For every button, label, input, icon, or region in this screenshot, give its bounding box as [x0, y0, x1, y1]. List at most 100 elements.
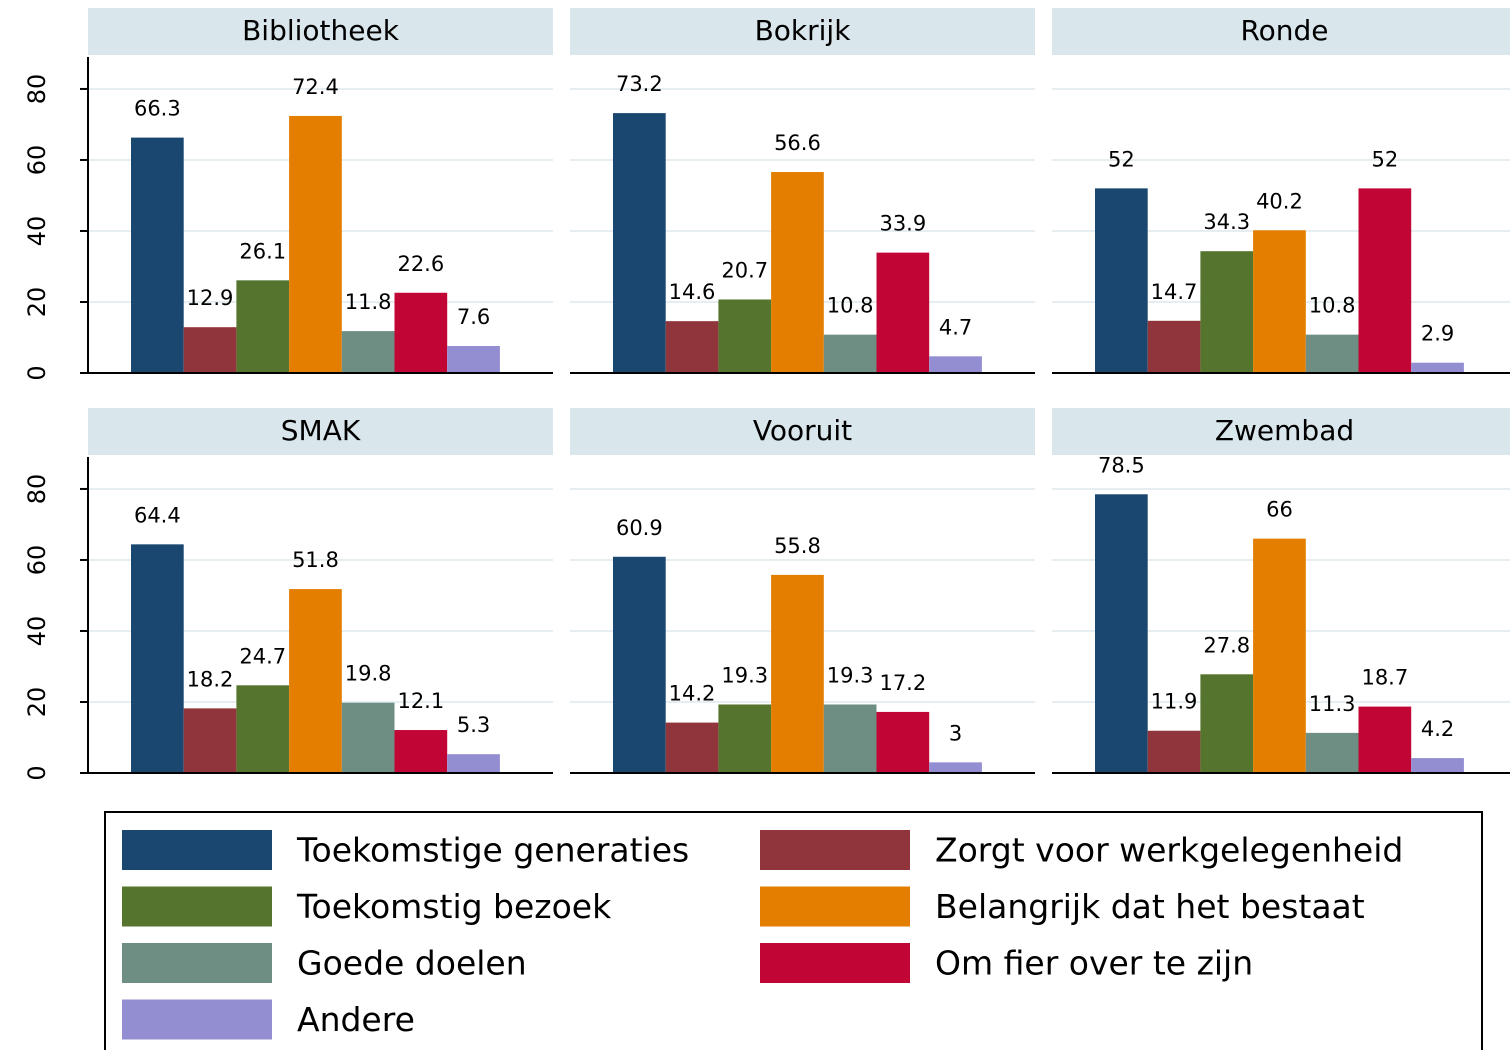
bar	[183, 708, 237, 773]
value-label: 14.7	[1151, 280, 1198, 304]
panel-title: Vooruit	[753, 414, 852, 447]
value-label: 20.7	[721, 259, 768, 283]
y-tick-label: 20	[23, 287, 51, 318]
legend-label: Toekomstige generaties	[296, 831, 689, 870]
bar	[1358, 188, 1412, 373]
value-label: 12.1	[397, 689, 444, 713]
value-label: 19.3	[827, 663, 874, 687]
value-label: 60.9	[616, 516, 663, 540]
value-label: 55.8	[774, 534, 821, 558]
y-tick-label: 80	[23, 474, 51, 505]
bar	[131, 544, 184, 773]
bar	[1200, 251, 1254, 373]
value-label: 7.6	[457, 305, 490, 329]
legend-label: Om fier over te zijn	[935, 944, 1253, 983]
value-label: 64.4	[134, 503, 181, 527]
panel-title: Bibliotheek	[242, 14, 400, 47]
value-label: 40.2	[1256, 189, 1303, 213]
bar	[929, 762, 982, 773]
panel-title: Zwembad	[1215, 414, 1354, 447]
bar	[718, 704, 772, 773]
bar	[823, 704, 877, 773]
bar	[823, 334, 877, 373]
legend-label: Goede doelen	[297, 944, 527, 983]
panel-strip	[570, 408, 1035, 455]
bar	[394, 730, 448, 773]
panel-strip	[88, 408, 553, 455]
value-label: 2.9	[1421, 322, 1454, 346]
value-label: 66.3	[134, 97, 181, 121]
legend-label: Toekomstig bezoek	[296, 887, 612, 926]
value-label: 19.8	[345, 662, 392, 686]
bar	[1253, 538, 1306, 773]
value-label: 14.2	[669, 682, 716, 706]
bar	[929, 356, 982, 373]
bar	[613, 113, 666, 373]
bar	[771, 172, 824, 373]
value-label: 18.2	[187, 667, 234, 691]
bar	[447, 754, 500, 773]
value-label: 52	[1371, 147, 1398, 171]
bar	[771, 574, 824, 773]
value-label: 17.2	[879, 671, 926, 695]
panel-strip	[1052, 8, 1510, 55]
value-label: 11.9	[1151, 690, 1198, 714]
value-label: 26.1	[239, 239, 286, 263]
value-label: 22.6	[397, 252, 444, 276]
bar	[1253, 230, 1306, 373]
panel-strip	[570, 8, 1035, 55]
value-label: 18.7	[1361, 666, 1408, 690]
value-label: 72.4	[292, 75, 339, 99]
panel-title: Bokrijk	[755, 14, 852, 47]
bar	[665, 321, 719, 373]
bar	[876, 252, 930, 373]
legend-swatch	[122, 943, 272, 983]
legend-swatch	[122, 999, 272, 1040]
value-label: 4.7	[939, 315, 972, 339]
value-label: 10.8	[1309, 294, 1356, 318]
value-label: 19.3	[721, 663, 768, 687]
bar	[394, 292, 448, 373]
value-label: 73.2	[616, 72, 663, 96]
bar	[665, 722, 719, 773]
bar	[1411, 362, 1464, 373]
bar	[341, 331, 395, 373]
legend-swatch	[122, 830, 272, 870]
value-label: 5.3	[457, 713, 490, 737]
legend-swatch	[760, 830, 910, 870]
value-label: 56.6	[774, 131, 821, 155]
value-label: 52	[1108, 147, 1135, 171]
bar	[289, 115, 342, 373]
value-label: 66	[1266, 498, 1293, 522]
y-tick-label: 40	[23, 216, 51, 247]
bar	[1095, 494, 1148, 773]
value-label: 27.8	[1203, 633, 1250, 657]
bar	[1305, 732, 1359, 773]
legend-swatch	[122, 886, 272, 927]
panel-title: Ronde	[1240, 14, 1328, 47]
legend-label: Andere	[297, 1000, 415, 1039]
bar	[1411, 758, 1464, 773]
legend-label: Zorgt voor werkgelegenheid	[935, 831, 1403, 870]
value-label: 51.8	[292, 548, 339, 572]
bar	[236, 280, 290, 373]
bar	[613, 556, 666, 773]
y-tick-label: 60	[23, 545, 51, 576]
bar	[1200, 674, 1254, 773]
value-label: 10.8	[827, 294, 874, 318]
value-label: 78.5	[1098, 453, 1145, 477]
value-label: 11.8	[345, 290, 392, 314]
bar	[447, 346, 500, 373]
value-label: 12.9	[187, 286, 234, 310]
value-label: 11.3	[1309, 692, 1356, 716]
y-tick-label: 0	[23, 765, 51, 780]
bar	[876, 711, 930, 773]
value-label: 4.2	[1421, 717, 1454, 741]
bar	[236, 685, 290, 773]
bar	[131, 137, 184, 373]
bar	[1147, 730, 1201, 773]
bar	[718, 299, 772, 373]
bar	[1095, 188, 1148, 373]
legend-label: Belangrijk dat het bestaat	[935, 887, 1365, 926]
